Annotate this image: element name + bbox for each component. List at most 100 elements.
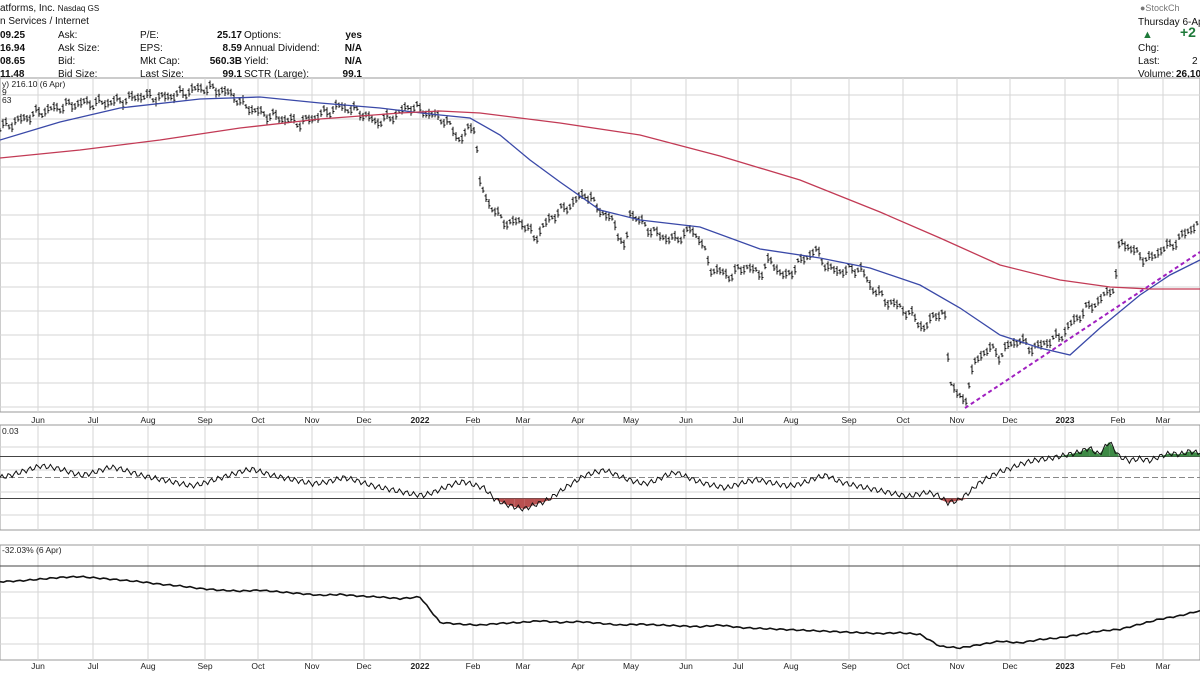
company-name: atforms, Inc. bbox=[0, 3, 56, 14]
rsi-oversold-fill bbox=[514, 498, 525, 509]
x-tick-label: Sep bbox=[197, 661, 212, 671]
x-tick-label: 2023 bbox=[1056, 661, 1075, 671]
quote-col4-labels: Options: Annual Dividend: Yield: SCTR (L… bbox=[244, 29, 320, 81]
change-big: +2 bbox=[1180, 24, 1196, 40]
trendline bbox=[964, 251, 1200, 409]
x-tick-label: May bbox=[623, 415, 640, 425]
rsi-oversold-fill bbox=[544, 498, 555, 502]
x-tick-label: Feb bbox=[466, 415, 481, 425]
rsi-overbought-fill bbox=[1159, 453, 1170, 457]
quote-col4-values: yes N/A N/A 99.1 bbox=[300, 29, 362, 81]
quote-label: P/E: bbox=[140, 30, 159, 41]
rsi-line bbox=[0, 441, 1200, 512]
rsi-overbought-fill bbox=[1179, 451, 1190, 457]
x-tick-label: May bbox=[623, 661, 640, 671]
quote-label: Yield: bbox=[244, 56, 269, 67]
x-tick-label: Aug bbox=[783, 661, 798, 671]
x-tick-label: Jun bbox=[31, 661, 45, 671]
quote-label: Mkt Cap: bbox=[140, 56, 181, 67]
x-tick-label: Nov bbox=[949, 415, 965, 425]
quote-val: 99.1 bbox=[342, 69, 362, 80]
x-tick-label: Dec bbox=[1002, 415, 1018, 425]
ma-short-line bbox=[0, 96, 1200, 356]
rsi-legend: 0.03 bbox=[2, 426, 19, 436]
up-triangle-icon: ▲ bbox=[1142, 29, 1153, 41]
rsi-overbought-fill bbox=[1189, 451, 1200, 457]
quote-val: yes bbox=[345, 30, 362, 41]
last-value: 2 bbox=[1192, 56, 1198, 67]
x-tick-label: Feb bbox=[1111, 661, 1126, 671]
x-tick-label: Oct bbox=[896, 415, 910, 425]
x-tick-label: Feb bbox=[1111, 415, 1126, 425]
quote-label: Ask: bbox=[58, 30, 78, 41]
x-tick-label: 2022 bbox=[411, 415, 430, 425]
x-tick-label: Aug bbox=[783, 415, 798, 425]
x-tick-label: Jul bbox=[88, 661, 99, 671]
volume-value: 26,10 bbox=[1176, 69, 1200, 80]
ma-long-line bbox=[0, 110, 1200, 290]
x-tick-label: Jun bbox=[679, 415, 693, 425]
quote-val: 25.17 bbox=[216, 30, 242, 41]
chg-label: Chg: bbox=[1138, 43, 1160, 54]
rsi-oversold-fill bbox=[524, 498, 535, 509]
price-panel-frame bbox=[0, 77, 1200, 413]
quote-val: 16.94 bbox=[0, 43, 26, 54]
quote-label: Last Size: bbox=[140, 69, 184, 80]
quote-val: N/A bbox=[344, 56, 362, 67]
x-tick-label: Sep bbox=[197, 415, 212, 425]
x-tick-label: Dec bbox=[356, 415, 372, 425]
quote-val: 09.25 bbox=[0, 30, 26, 41]
price-legend-ma-short: 9 bbox=[2, 87, 7, 97]
last-label: Last: bbox=[1138, 56, 1160, 67]
x-tick-label: Nov bbox=[949, 661, 965, 671]
x-tick-label: Feb bbox=[466, 661, 481, 671]
quote-val: 8.59 bbox=[222, 43, 242, 54]
x-tick-label: Aug bbox=[140, 415, 155, 425]
x-tick-label: Mar bbox=[1156, 661, 1171, 671]
x-tick-label: Oct bbox=[251, 415, 265, 425]
rsi-panel-frame bbox=[0, 424, 1200, 531]
quote-val: 11.48 bbox=[0, 69, 25, 80]
x-tick-label: Jun bbox=[679, 661, 693, 671]
x-tick-label: Mar bbox=[516, 661, 531, 671]
logo: ●StockCh bbox=[1140, 3, 1180, 13]
exchange-name: Nasdaq GS bbox=[57, 4, 100, 13]
quote-col2: Ask: Ask Size: Bid: Bid Size: bbox=[58, 29, 100, 81]
quote-col3-labels: P/E: EPS: Mkt Cap: Last Size: bbox=[140, 29, 184, 81]
relative-panel-frame bbox=[0, 544, 1200, 661]
price-legend-ma-long: 63 bbox=[2, 95, 12, 105]
x-tick-label: Aug bbox=[140, 661, 155, 671]
x-tick-label: Sep bbox=[841, 415, 856, 425]
date-label: Thursday 6-Ap bbox=[1138, 17, 1200, 28]
quote-label: Bid Size: bbox=[58, 69, 98, 80]
x-tick-label: Dec bbox=[356, 661, 372, 671]
quote-label: Ask Size: bbox=[58, 43, 100, 54]
x-tick-label: Oct bbox=[251, 661, 265, 671]
quote-label: EPS: bbox=[140, 43, 163, 54]
quote-col3-values: 25.17 8.59 560.3B 99.1 bbox=[190, 29, 242, 81]
quote-val: 99.1 bbox=[222, 69, 242, 80]
x-tick-label: Apr bbox=[571, 661, 584, 671]
volume-label: Volume: bbox=[1138, 69, 1175, 80]
x-tick-label: Sep bbox=[841, 661, 856, 671]
quote-val: 560.3B bbox=[209, 56, 242, 67]
price-legend-main: y) 216.10 (6 Apr) bbox=[2, 79, 65, 89]
quote-val: N/A bbox=[344, 43, 362, 54]
x-tick-label: Mar bbox=[1156, 415, 1171, 425]
x-tick-label: Apr bbox=[571, 415, 584, 425]
x-tick-label: Mar bbox=[516, 415, 531, 425]
x-tick-label: Jun bbox=[31, 415, 45, 425]
relative-line bbox=[0, 575, 1200, 650]
quote-val: 08.65 bbox=[0, 56, 26, 67]
x-tick-label: Jul bbox=[88, 415, 99, 425]
x-tick-label: 2022 bbox=[411, 661, 430, 671]
quote-col1: 09.25 16.94 08.65 11.48 bbox=[0, 29, 25, 81]
x-tick-label: 2023 bbox=[1056, 415, 1075, 425]
x-tick-label: Jul bbox=[733, 661, 744, 671]
quote-label: SCTR (Large): bbox=[244, 69, 310, 80]
quote-label: Bid: bbox=[58, 56, 76, 67]
quote-label: Options: bbox=[244, 30, 282, 41]
x-tick-label: Nov bbox=[304, 661, 320, 671]
